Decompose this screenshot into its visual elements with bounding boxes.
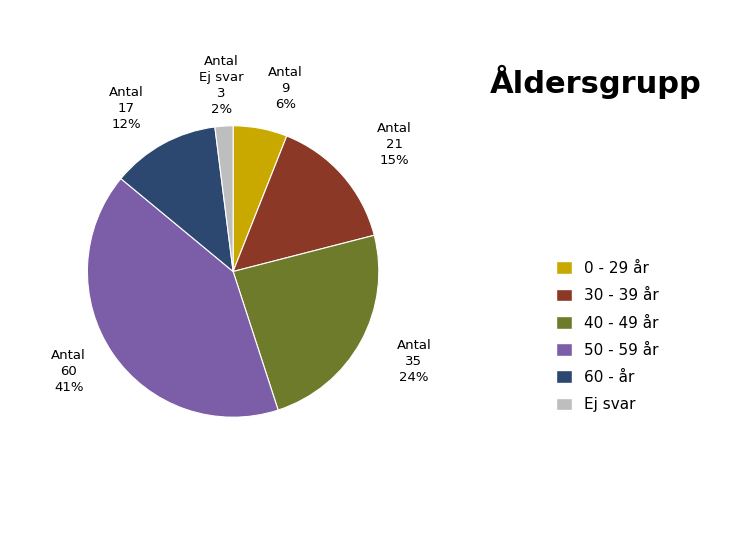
Text: Antal
9
6%: Antal 9 6%: [268, 66, 303, 111]
Text: Åldersgrupp: Åldersgrupp: [490, 65, 702, 99]
Wedge shape: [233, 126, 287, 272]
Text: Antal
21
15%: Antal 21 15%: [378, 122, 412, 167]
Wedge shape: [121, 127, 233, 272]
Wedge shape: [233, 235, 379, 410]
Wedge shape: [215, 126, 233, 272]
Legend: 0 - 29 år, 30 - 39 år, 40 - 49 år, 50 - 59 år, 60 - år, Ej svar: 0 - 29 år, 30 - 39 år, 40 - 49 år, 50 - …: [556, 261, 659, 412]
Wedge shape: [87, 179, 278, 417]
Text: Antal
60
41%: Antal 60 41%: [51, 349, 86, 394]
Text: Antal
35
24%: Antal 35 24%: [396, 339, 432, 384]
Text: Antal
17
12%: Antal 17 12%: [108, 86, 144, 130]
Text: Antal
Ej svar
3
2%: Antal Ej svar 3 2%: [199, 55, 244, 116]
Wedge shape: [233, 136, 374, 272]
